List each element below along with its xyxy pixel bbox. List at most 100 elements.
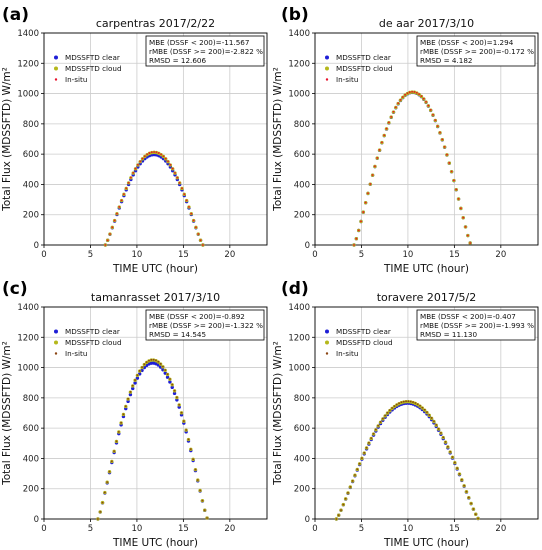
data-point bbox=[118, 206, 121, 208]
data-point bbox=[466, 234, 469, 237]
data-point bbox=[351, 480, 354, 482]
y-tick-label: 0 bbox=[34, 515, 39, 525]
y-tick-label: 1400 bbox=[288, 303, 310, 313]
data-point bbox=[120, 421, 123, 424]
data-point bbox=[416, 403, 419, 406]
stats-box bbox=[145, 309, 265, 341]
legend-marker bbox=[325, 340, 329, 345]
x-tick-label: 15 bbox=[178, 524, 189, 534]
data-point bbox=[115, 440, 118, 443]
data-point bbox=[460, 478, 463, 481]
data-point bbox=[173, 389, 176, 392]
y-tick-label: 0 bbox=[34, 241, 39, 251]
series-in-situ bbox=[96, 358, 208, 520]
data-point bbox=[162, 365, 164, 368]
x-tick-label: 5 bbox=[359, 250, 364, 260]
data-point bbox=[458, 472, 461, 475]
data-point bbox=[178, 181, 181, 184]
data-point bbox=[374, 428, 377, 431]
stats-line: rMBE (DSSF >= 200)=-1.322 % bbox=[149, 321, 263, 330]
data-point bbox=[143, 155, 146, 158]
data-point bbox=[394, 106, 397, 109]
data-point bbox=[185, 199, 188, 202]
stats-box bbox=[145, 35, 265, 67]
data-point bbox=[183, 193, 186, 196]
legend-label: In-situ bbox=[336, 75, 358, 84]
data-point bbox=[342, 503, 345, 506]
y-tick-label: 600 bbox=[23, 424, 39, 434]
data-point bbox=[168, 380, 172, 384]
data-point bbox=[169, 163, 172, 166]
data-point bbox=[455, 188, 458, 191]
data-point bbox=[201, 244, 204, 246]
data-point bbox=[372, 432, 375, 435]
data-point bbox=[365, 446, 368, 449]
data-point bbox=[467, 496, 470, 499]
data-point bbox=[171, 383, 174, 386]
legend-marker bbox=[54, 352, 58, 355]
data-point bbox=[405, 400, 407, 403]
x-tick-label: 5 bbox=[359, 524, 364, 534]
data-point bbox=[390, 115, 393, 118]
data-point bbox=[474, 513, 477, 516]
data-point bbox=[167, 160, 169, 163]
data-point bbox=[472, 508, 475, 510]
data-point bbox=[120, 199, 123, 202]
series-in-situ bbox=[104, 151, 204, 246]
data-point bbox=[122, 413, 125, 416]
y-tick-label: 1000 bbox=[288, 90, 310, 100]
y-tick-label: 1200 bbox=[288, 333, 310, 343]
data-point bbox=[139, 160, 142, 163]
y-tick-label: 400 bbox=[294, 180, 310, 190]
data-point bbox=[397, 102, 400, 105]
data-point bbox=[129, 391, 132, 393]
data-point bbox=[157, 360, 160, 363]
panel-label: (b) bbox=[281, 5, 309, 25]
series-mdssftd-cloud bbox=[96, 358, 209, 521]
data-point bbox=[189, 448, 192, 451]
data-point bbox=[378, 149, 381, 151]
data-point bbox=[164, 369, 167, 371]
data-point bbox=[462, 216, 465, 219]
data-point bbox=[349, 485, 352, 488]
data-point bbox=[195, 226, 197, 229]
data-point bbox=[150, 151, 153, 154]
data-point bbox=[182, 420, 185, 422]
series-mdssftd-cloud bbox=[103, 150, 205, 247]
data-point bbox=[124, 405, 127, 408]
x-tick-label: 15 bbox=[178, 250, 189, 260]
stats-line: RMSD = 11.130 bbox=[420, 330, 477, 339]
data-point bbox=[408, 91, 411, 94]
data-point bbox=[164, 157, 167, 160]
data-point bbox=[369, 183, 372, 185]
x-tick-label: 0 bbox=[312, 524, 317, 534]
y-tick-label: 400 bbox=[23, 180, 39, 190]
chart-panel-c: (c) tamanrasset 2017/3/100 5 10 15 2002004006… bbox=[1, 279, 268, 549]
y-tick-label: 1400 bbox=[288, 29, 310, 39]
data-point bbox=[395, 403, 398, 406]
data-point bbox=[171, 167, 174, 170]
data-point bbox=[206, 517, 208, 519]
data-point bbox=[165, 375, 170, 379]
legend-label: MDSSFTD cloud bbox=[336, 64, 393, 73]
data-point bbox=[477, 517, 479, 520]
data-point bbox=[155, 151, 158, 154]
stats-line: MBE (DSSF < 200)=-0.892 bbox=[149, 312, 245, 321]
x-tick-label: 5 bbox=[88, 250, 93, 260]
data-point bbox=[386, 411, 389, 414]
x-tick-label: 20 bbox=[224, 250, 235, 260]
data-point bbox=[155, 359, 157, 362]
data-point bbox=[450, 170, 453, 173]
panel-label: (a) bbox=[2, 5, 29, 25]
data-point bbox=[379, 421, 382, 423]
legend-label: MDSSFTD cloud bbox=[65, 64, 122, 73]
data-point bbox=[376, 157, 379, 159]
data-point bbox=[401, 96, 404, 98]
data-point bbox=[358, 462, 361, 465]
data-point bbox=[135, 376, 140, 380]
data-point bbox=[188, 206, 190, 208]
x-axis-label: TIME UTC (hour) bbox=[383, 263, 469, 275]
series-mdssftd-clear bbox=[352, 90, 472, 247]
data-point bbox=[199, 489, 202, 492]
data-point bbox=[132, 171, 135, 174]
